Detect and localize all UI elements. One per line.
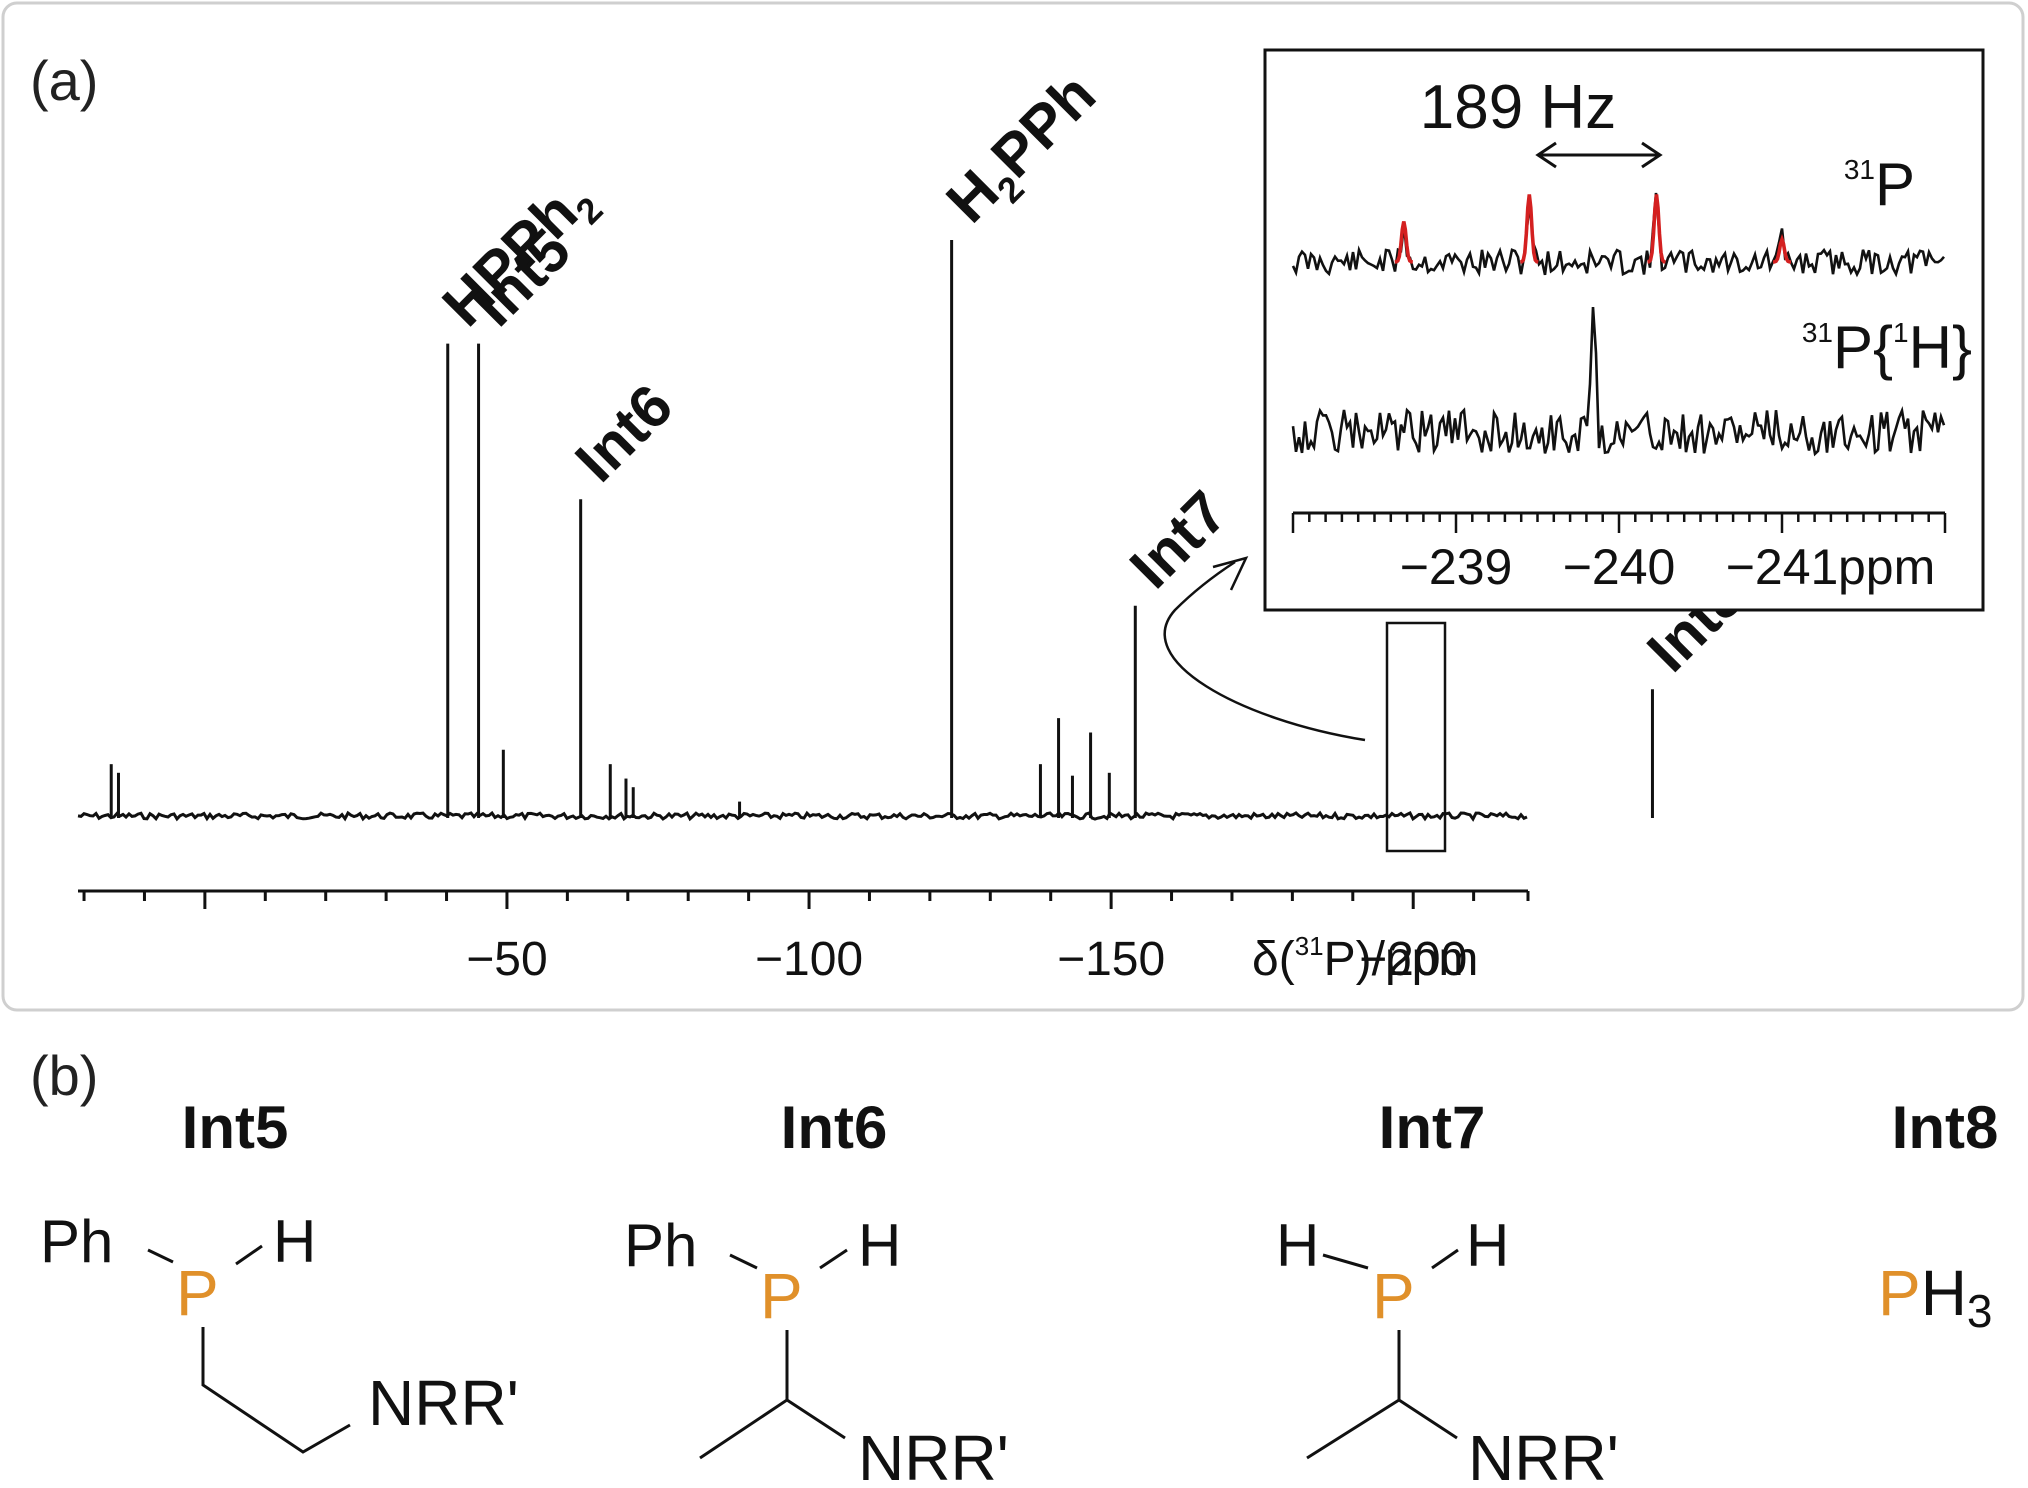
substituent-left: Ph: [40, 1208, 113, 1275]
main-x-axis: −50 −100 −150 −200: [78, 889, 1530, 986]
bonds: [1306, 1248, 1459, 1460]
structure-title: Int5: [182, 1094, 289, 1161]
highlighted-peak: [1772, 233, 1792, 264]
inset-trace-31p-1h: [1291, 307, 1946, 457]
panel-a-label: (a): [30, 49, 98, 112]
main-x-axis-label: δ(31P)/ppm: [1252, 931, 1478, 986]
highlighted-peak: [1519, 194, 1539, 264]
coupling-double-arrow: [1535, 141, 1663, 169]
phosphorus-atom: P: [760, 1260, 803, 1332]
substituent-right: H: [858, 1212, 901, 1279]
tick-label: −239: [1400, 539, 1513, 595]
amine-group: NRR': [858, 1422, 1009, 1488]
highlighted-peak: [1394, 221, 1414, 264]
substituent-right: H: [273, 1208, 316, 1275]
trace-line: [1291, 307, 1946, 457]
amine-group: NRR': [368, 1367, 519, 1439]
structure-int8: Int8 PH3: [1878, 1094, 1998, 1337]
tick-label: −50: [466, 933, 547, 986]
tick-label: −150: [1057, 933, 1165, 986]
phosphine-formula: PH3: [1878, 1257, 1993, 1337]
int8-highlight-box: [1385, 621, 1447, 853]
structure-int7: Int7 H H P NRR': [1276, 1094, 1619, 1488]
trace-label-31p: 31P: [1844, 151, 1915, 218]
tick-label: −240: [1563, 539, 1676, 595]
panel-b-label: (b): [30, 1044, 98, 1107]
tick-label: −200: [1359, 933, 1467, 986]
main-peaks: [109, 240, 1654, 818]
substituent-right: H: [1466, 1212, 1509, 1279]
structure-int6: Int6 Ph H P NRR': [624, 1094, 1009, 1488]
bonds: [147, 1244, 351, 1454]
structure-title: Int8: [1892, 1094, 1999, 1161]
trace-label-31p-1h: 31P{1H}: [1802, 314, 1972, 381]
main-spectrum-trace: [77, 810, 1528, 822]
substituent-left: Ph: [624, 1212, 697, 1279]
zoom-pointer-arrowhead: [1212, 556, 1249, 591]
inset-x-axis-label: ppm: [1838, 539, 1935, 595]
highlighted-peak: [1647, 194, 1666, 264]
inset-panel: 189 Hz 31P 31P{1H} −239 −240 −241 ppm: [1263, 48, 1985, 612]
structure-title: Int7: [1379, 1094, 1486, 1161]
tick-label: −100: [755, 933, 863, 986]
structure-title: Int6: [781, 1094, 888, 1161]
phosphorus-atom: P: [1372, 1260, 1415, 1332]
inset-x-axis: −239 −240 −241: [1291, 511, 1947, 595]
tick-label: −241: [1726, 539, 1839, 595]
zoom-pointer-arrow: [1163, 560, 1366, 742]
panel-b: (b) Int5 Ph H P NRR' Int6 Ph H P NRR' In…: [30, 1044, 1998, 1488]
structure-int5: Int5 Ph H P NRR': [40, 1094, 519, 1454]
inset-trace-31p: [1291, 192, 1945, 278]
amine-group: NRR': [1468, 1422, 1619, 1488]
phosphorus-atom: P: [176, 1257, 219, 1329]
coupling-annotation: 189 Hz: [1420, 73, 1616, 142]
bonds: [699, 1248, 848, 1460]
substituent-left: H: [1276, 1212, 1319, 1279]
